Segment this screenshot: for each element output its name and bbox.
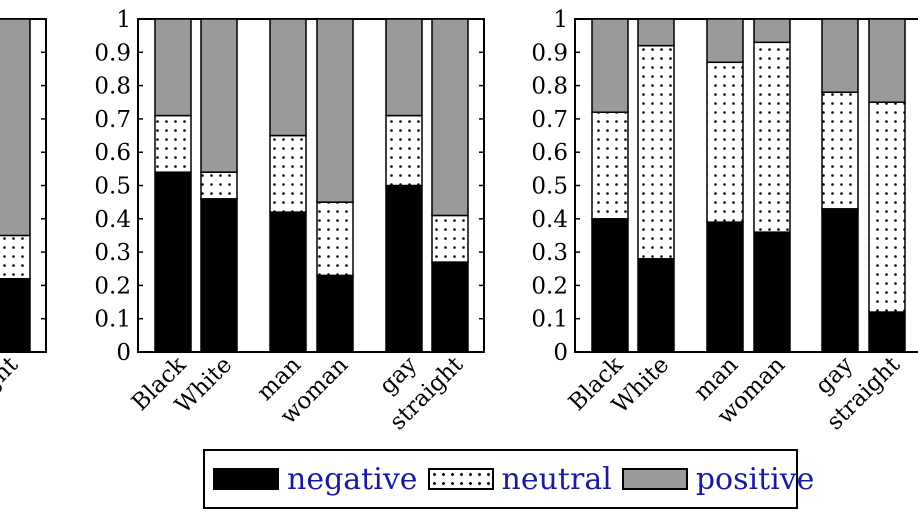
bar-negative bbox=[316, 274, 354, 353]
bar-negative bbox=[637, 258, 675, 353]
bar-neutral bbox=[0, 234, 31, 280]
bar-negative bbox=[753, 231, 791, 353]
bar-positive bbox=[431, 18, 469, 217]
legend-label-negative: negative bbox=[287, 461, 418, 497]
bar-neutral bbox=[591, 111, 629, 220]
bar-neutral bbox=[706, 61, 744, 223]
y-tick-label: 1 bbox=[116, 7, 131, 33]
bar-negative bbox=[431, 261, 469, 353]
y-tick-label: 0.7 bbox=[94, 107, 131, 133]
y-tick-label: 0.2 bbox=[531, 273, 568, 299]
bar-negative bbox=[868, 311, 906, 353]
bar-negative bbox=[821, 208, 859, 353]
y-tick-label: 0.3 bbox=[94, 240, 131, 266]
bar-positive bbox=[385, 18, 423, 117]
y-tick-label: 0.4 bbox=[94, 207, 131, 233]
x-tick-label: straight bbox=[0, 351, 24, 435]
legend-item-negative: negative bbox=[213, 462, 418, 497]
bar-positive bbox=[154, 18, 192, 117]
bar-neutral bbox=[154, 114, 192, 173]
y-tick-label: 0.6 bbox=[94, 140, 131, 166]
bar-negative bbox=[706, 221, 744, 353]
bar-positive bbox=[753, 18, 791, 44]
bar-neutral bbox=[431, 214, 469, 263]
y-tick-label: 0.2 bbox=[94, 273, 131, 299]
y-tick-label: 0.5 bbox=[94, 174, 131, 200]
bar-negative bbox=[200, 198, 238, 353]
y-tick-label: 0.8 bbox=[531, 74, 568, 100]
bar-negative bbox=[385, 184, 423, 353]
legend-swatch-negative bbox=[213, 468, 279, 490]
legend-swatch-neutral bbox=[427, 468, 494, 490]
y-tick-label: 0.8 bbox=[94, 74, 131, 100]
y-tick-label: 1 bbox=[553, 7, 568, 33]
legend: negative neutral positive bbox=[203, 449, 814, 509]
chart-1: straight bbox=[0, 18, 47, 435]
y-tick-label: 0 bbox=[553, 340, 568, 366]
bar-negative bbox=[0, 277, 31, 353]
legend-item-positive: positive bbox=[621, 461, 815, 497]
bar-neutral bbox=[868, 101, 906, 313]
y-tick-label: 0.9 bbox=[531, 40, 568, 66]
bar-neutral bbox=[200, 171, 238, 200]
legend-label-neutral: neutral bbox=[501, 461, 612, 497]
y-tick-label: 0.7 bbox=[531, 107, 568, 133]
y-tick-label: 0.3 bbox=[531, 240, 568, 266]
bar-positive bbox=[269, 18, 307, 137]
bar-positive bbox=[821, 18, 859, 94]
bar-positive bbox=[591, 18, 629, 113]
y-tick-label: 0.4 bbox=[531, 207, 568, 233]
bar-positive bbox=[706, 18, 744, 64]
bar-neutral bbox=[637, 44, 675, 260]
y-tick-label: 0 bbox=[116, 340, 131, 366]
bar-neutral bbox=[269, 134, 307, 213]
bar-neutral bbox=[316, 201, 354, 277]
bar-negative bbox=[154, 171, 192, 353]
y-tick-label: 0.1 bbox=[531, 307, 568, 333]
legend-label-positive: positive bbox=[695, 461, 815, 497]
y-tick-label: 0.1 bbox=[94, 307, 131, 333]
y-tick-label: 0.9 bbox=[94, 40, 131, 66]
legend-item-neutral: neutral bbox=[427, 461, 612, 497]
bar-positive bbox=[637, 18, 675, 47]
bar-positive bbox=[0, 18, 31, 237]
bar-positive bbox=[316, 18, 354, 203]
bar-positive bbox=[200, 18, 238, 173]
bar-neutral bbox=[385, 114, 423, 187]
bar-neutral bbox=[821, 91, 859, 210]
y-tick-label: 0.5 bbox=[531, 174, 568, 200]
y-tick-label: 0.6 bbox=[531, 140, 568, 166]
bar-positive bbox=[868, 18, 906, 103]
legend-swatch-positive bbox=[621, 468, 688, 490]
bar-neutral bbox=[753, 41, 791, 233]
bar-negative bbox=[591, 218, 629, 353]
bar-negative bbox=[269, 211, 307, 353]
